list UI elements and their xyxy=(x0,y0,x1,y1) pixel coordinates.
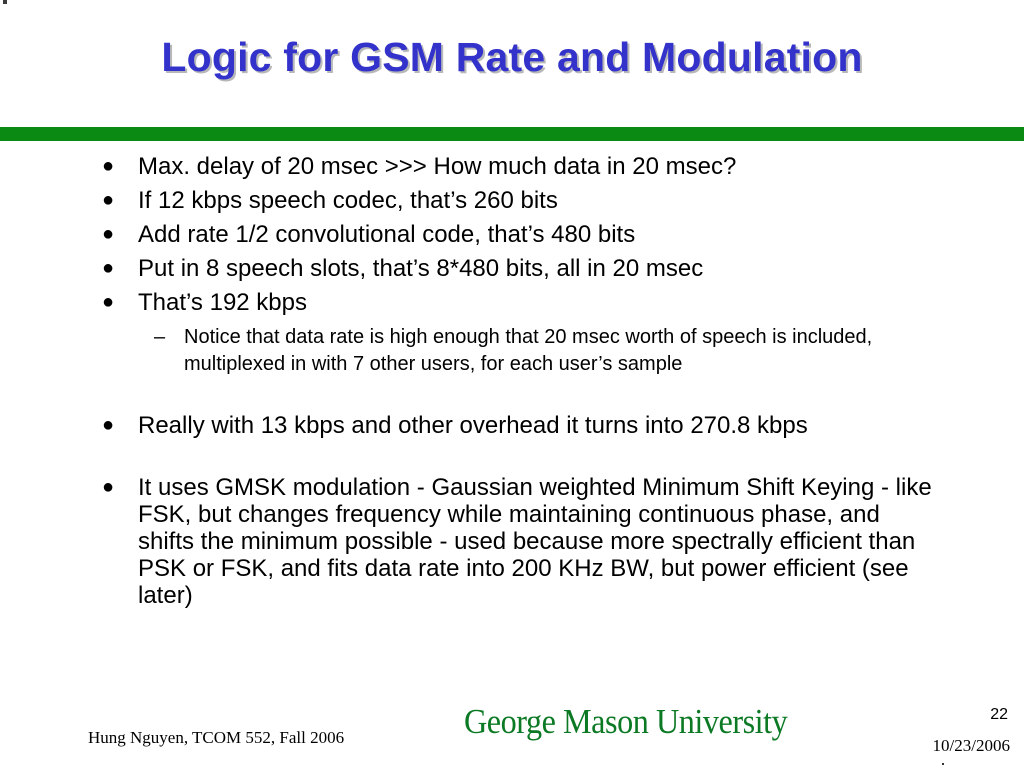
bullet-text: If 12 kbps speech codec, that’s 260 bits xyxy=(138,187,558,214)
bullet-text: Add rate 1/2 convolutional code, that’s … xyxy=(138,221,636,248)
bullet-dot-icon: ● xyxy=(102,223,115,245)
sub-bullet-text: Notice that data rate is high enough tha… xyxy=(184,326,873,375)
bullet-item: ● Max. delay of 20 msec >>> How much dat… xyxy=(102,153,938,180)
bullet-text: Max. delay of 20 msec >>> How much data … xyxy=(138,153,737,180)
title-divider xyxy=(0,127,1024,141)
bullet-text: Really with 13 kbps and other overhead i… xyxy=(138,412,808,439)
sub-bullet-item: – Notice that data rate is high enough t… xyxy=(154,324,904,378)
bullet-dot-icon: ● xyxy=(102,189,115,211)
bullet-dot-icon: ● xyxy=(102,414,115,436)
slide-title: Logic for GSM Rate and Modulation xyxy=(161,34,863,80)
dash-icon: – xyxy=(154,326,166,348)
bullet-item: ● It uses GMSK modulation - Gaussian wei… xyxy=(102,474,938,609)
bullet-dot-icon: ● xyxy=(102,257,115,279)
bullet-dot-icon: ● xyxy=(102,155,115,177)
bullet-text: It uses GMSK modulation - Gaussian weigh… xyxy=(138,474,932,609)
bullet-item: ● If 12 kbps speech codec, that’s 260 bi… xyxy=(102,187,938,214)
bullet-item: ● Add rate 1/2 convolutional code, that’… xyxy=(102,221,938,248)
footer-author: Hung Nguyen, TCOM 552, Fall 2006 xyxy=(88,728,345,747)
bullet-item: ● Really with 13 kbps and other overhead… xyxy=(102,412,938,439)
bullet-text: Put in 8 speech slots, that’s 8*480 bits… xyxy=(138,255,704,282)
page-number: 22 xyxy=(990,706,1008,723)
corner-mark xyxy=(3,0,7,4)
bullet-item: ● That’s 192 kbps xyxy=(102,289,938,316)
bullet-dot-icon: ● xyxy=(102,291,115,313)
bullet-item: ● Put in 8 speech slots, that’s 8*480 bi… xyxy=(102,255,938,282)
footer-date: 10/23/2006 xyxy=(932,736,1010,755)
bullet-dot-icon: ● xyxy=(102,476,115,498)
university-logo: George Mason University xyxy=(464,702,788,741)
bottom-mark xyxy=(942,763,944,765)
bullet-text: That’s 192 kbps xyxy=(138,289,307,316)
